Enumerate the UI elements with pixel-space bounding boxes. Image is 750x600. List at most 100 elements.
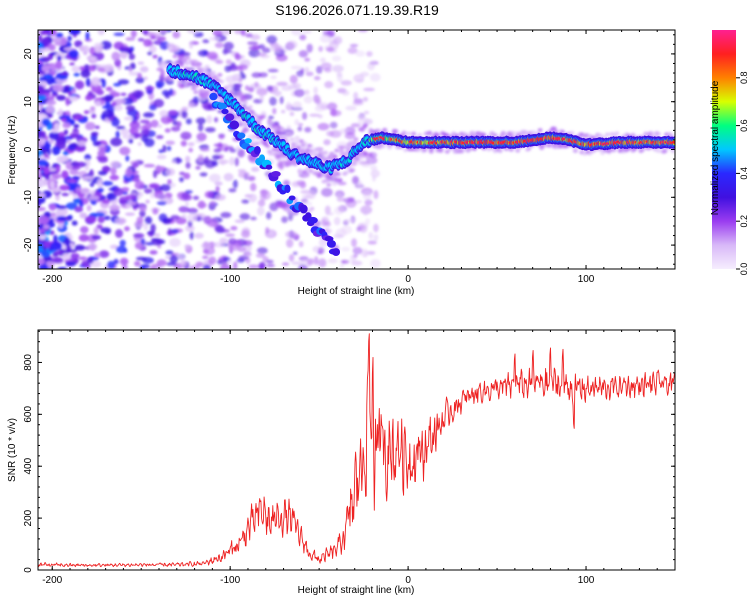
noise-blob [223,41,234,51]
noise-blob [373,234,379,242]
noise-blob [125,105,136,111]
noise-blob [225,233,236,237]
noise-blob [371,175,376,182]
noise-blob [55,60,63,70]
noise-blob [298,122,304,127]
noise-blob [107,260,116,269]
noise-blob [218,134,225,140]
noise-blob [53,250,64,255]
noise-blob [102,109,115,118]
noise-blob [97,30,105,36]
noise-blob [213,143,224,147]
noise-blob [276,81,289,87]
noise-blob [320,62,332,71]
noise-blob [306,258,312,267]
noise-blob [139,264,146,269]
colorbar-tick-label: 0.2 [739,215,749,228]
noise-blob [156,67,164,72]
halo-blob [428,149,434,154]
halo-blob [268,121,274,126]
noise-blob [114,58,122,68]
noise-blob [281,216,288,223]
noise-blob [248,45,261,51]
noise-blob [248,193,257,203]
noise-blob [152,207,159,215]
noise-blob [189,231,194,240]
halo-blob [569,130,575,135]
noise-blob [39,131,46,139]
noise-blob [66,179,78,183]
noise-blob [367,62,376,71]
noise-blob [111,117,120,127]
noise-blob [60,36,68,45]
noise-blob [132,177,140,183]
noise-blob [117,79,130,85]
colorbar-tick-label: 0.6 [739,119,749,132]
noise-blob [89,169,94,178]
noise-blob [158,149,164,154]
noise-blob [67,144,76,151]
secondary-track-blob [229,120,240,130]
noise-blob [169,237,181,247]
noise-blob [196,202,207,209]
noise-blob [155,135,164,140]
noise-blob [170,126,181,132]
noise-blob [172,31,181,39]
noise-blob [57,266,67,269]
noise-blob [185,155,191,163]
x-tick-label: 0 [405,274,411,285]
noise-blob [50,212,56,217]
noise-blob [318,247,325,254]
noise-blob [80,69,91,78]
noise-blob [150,223,156,233]
noise-blob [38,180,44,188]
noise-blob [143,38,152,47]
colorbar-tick-label: 0.0 [739,263,749,276]
snr-x-ticks: -200 -100 0 100 [42,330,676,586]
noise-blob [137,142,142,146]
noise-blob [288,213,293,221]
noise-blob [100,227,112,234]
noise-blob [164,128,171,133]
noise-blob [58,108,63,117]
noise-blob [327,258,338,264]
halo-blob [281,154,287,159]
halo-blob [186,81,192,86]
noise-blob [62,253,71,261]
colorbar-tick-label: 0.8 [739,72,749,85]
noise-blob [298,50,308,58]
noise-blob [196,132,207,142]
noise-blob [56,95,66,101]
noise-blob [325,46,335,52]
noise-blob [113,187,124,197]
noise-blob [215,225,225,234]
halo-blob [308,169,314,174]
noise-blob [90,131,99,137]
halo-blob [307,143,313,148]
noise-blob [234,52,240,60]
noise-blob [369,72,381,82]
halo-blob [363,151,369,156]
noise-blob [270,75,277,80]
noise-blob [256,247,268,255]
halo-blob [572,148,578,153]
noise-blob [266,259,274,264]
noise-blob [143,76,148,81]
y-tick-label: -10 [23,190,34,205]
y-tick-label: 400 [23,457,34,474]
noise-blob [332,234,344,239]
noise-blob [205,127,216,133]
noise-blob [98,170,108,176]
noise-blob [137,72,142,79]
noise-blob [73,198,82,204]
noise-blob [99,147,108,151]
noise-blob [133,232,145,239]
noise-blob [303,201,313,207]
noise-blob [51,257,64,264]
noise-blob [172,119,178,126]
noise-blob [224,146,229,152]
noise-blob [150,238,159,242]
secondary-track-blob [326,240,336,248]
noise-blob [94,45,102,53]
noise-blob [256,52,267,57]
